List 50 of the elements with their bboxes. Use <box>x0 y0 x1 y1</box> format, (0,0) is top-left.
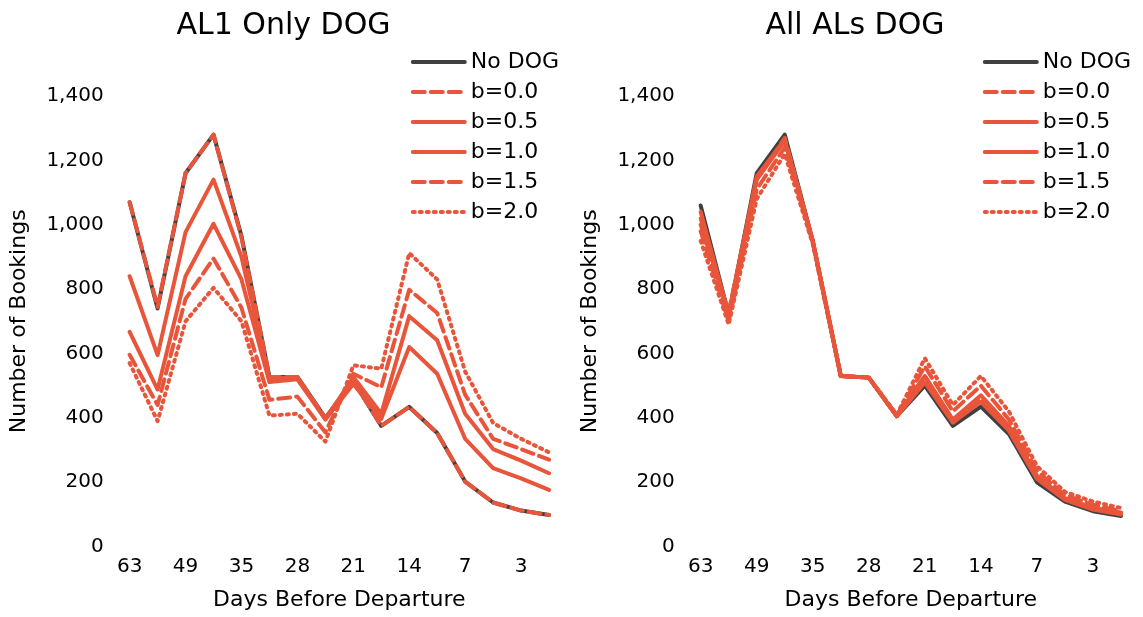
legend-label: b=0.5 <box>470 107 539 133</box>
y-tick-label: 200 <box>65 468 104 493</box>
legend-label: b=1.5 <box>470 167 539 193</box>
y-axis-title: Number of Bookings <box>575 209 601 434</box>
x-tick-label: 3 <box>1086 552 1100 577</box>
x-tick-label: 35 <box>228 552 255 577</box>
legend-label: b=1.0 <box>470 137 539 163</box>
legend-label: b=0.0 <box>470 77 539 103</box>
y-tick-label: 400 <box>636 404 675 429</box>
y-tick-label: 1,000 <box>617 210 675 235</box>
x-tick-label: 21 <box>340 552 367 577</box>
x-tick-label: 35 <box>800 552 826 577</box>
y-tick-label: 200 <box>636 468 675 493</box>
y-tick-label: 1,000 <box>46 210 104 235</box>
y-tick-label: 600 <box>636 339 675 364</box>
x-axis-title: Days Before Departure <box>784 585 1038 611</box>
x-tick-label: 49 <box>743 552 770 577</box>
chart-title: All ALs DOG <box>765 5 945 41</box>
y-tick-label: 800 <box>65 275 104 300</box>
x-axis-title: Days Before Departure <box>213 585 466 611</box>
y-tick-label: 1,200 <box>46 146 104 171</box>
x-tick-label: 14 <box>968 552 994 577</box>
legend-label: No DOG <box>1042 47 1131 73</box>
x-tick-label: 28 <box>856 552 882 577</box>
y-tick-label: 1,400 <box>617 82 675 107</box>
legend-label: No DOG <box>470 47 559 73</box>
legend-label: b=0.5 <box>1042 107 1111 133</box>
legend-label: b=2.0 <box>470 197 539 223</box>
x-tick-label: 63 <box>687 552 714 577</box>
y-tick-label: 800 <box>636 275 675 300</box>
y-tick-label: 0 <box>90 532 104 557</box>
x-tick-label: 21 <box>912 552 938 577</box>
y-axis-title: Number of Bookings <box>4 209 30 434</box>
legend-label: b=0.0 <box>1042 77 1111 103</box>
y-tick-label: 400 <box>65 404 104 429</box>
y-tick-label: 0 <box>661 532 675 557</box>
legend-label: b=2.0 <box>1042 197 1111 223</box>
x-tick-label: 49 <box>172 552 199 577</box>
x-tick-label: 63 <box>116 552 143 577</box>
x-tick-label: 7 <box>458 552 472 577</box>
x-tick-label: 28 <box>284 552 311 577</box>
y-tick-label: 1,400 <box>46 82 104 107</box>
y-tick-label: 1,200 <box>617 146 675 171</box>
y-tick-label: 600 <box>65 339 104 364</box>
legend-label: b=1.5 <box>1042 167 1111 193</box>
x-tick-label: 14 <box>396 552 422 577</box>
x-tick-label: 7 <box>1030 552 1044 577</box>
legend-label: b=1.0 <box>1042 137 1111 163</box>
x-tick-label: 3 <box>514 552 528 577</box>
chart-title: AL1 Only DOG <box>176 5 391 41</box>
